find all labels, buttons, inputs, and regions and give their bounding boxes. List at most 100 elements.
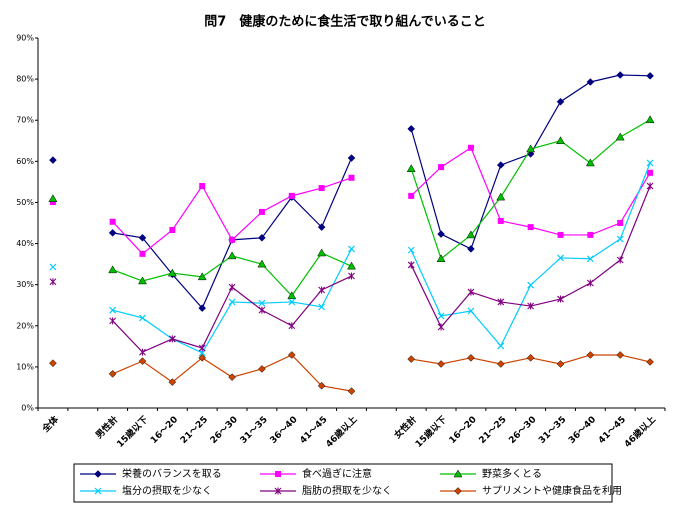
marker: [108, 370, 117, 378]
marker: [497, 298, 505, 306]
x-tick-label: 全体: [39, 413, 62, 436]
marker: [198, 349, 206, 357]
marker: [556, 97, 565, 106]
marker: [557, 231, 564, 238]
marker: [168, 378, 177, 386]
marker: [198, 304, 207, 312]
y-tick-label: 70%: [16, 116, 34, 125]
marker: [647, 169, 654, 176]
marker: [258, 233, 266, 242]
marker: [108, 265, 118, 274]
marker: [348, 245, 355, 253]
marker: [275, 471, 281, 477]
marker: [496, 161, 505, 169]
marker: [556, 360, 565, 368]
legend-box: [73, 463, 613, 503]
marker: [406, 164, 416, 172]
x-tick-label: 46歳以上: [323, 413, 359, 449]
marker: [227, 251, 237, 260]
marker: [109, 317, 117, 325]
legend-label: サプリメントや健康食品を利用: [482, 484, 622, 497]
series-line: [112, 354, 651, 392]
marker: [198, 344, 206, 352]
marker: [198, 353, 207, 362]
marker: [49, 263, 57, 271]
marker: [616, 235, 624, 243]
marker: [139, 250, 146, 257]
marker: [467, 353, 475, 362]
legend-label: 食べ過ぎに注意: [302, 467, 372, 480]
marker: [526, 353, 535, 362]
marker: [527, 302, 535, 310]
marker: [436, 254, 446, 263]
marker: [347, 387, 356, 395]
marker: [437, 230, 445, 238]
x-tick-label: 46歳以上: [622, 413, 658, 449]
marker: [49, 359, 57, 368]
legend-label: 野菜多くとる: [482, 467, 542, 480]
marker: [229, 236, 236, 243]
marker: [138, 233, 147, 242]
marker: [586, 78, 595, 86]
marker: [556, 136, 565, 145]
marker: [257, 259, 267, 268]
marker: [646, 182, 654, 190]
x-tick-label: 15歳以下: [114, 413, 150, 449]
series-line: [112, 146, 651, 255]
series-line: [112, 162, 651, 354]
marker: [348, 272, 355, 280]
marker: [288, 192, 295, 199]
marker: [258, 365, 266, 373]
marker: [49, 156, 57, 164]
marker: [317, 381, 326, 390]
x-tick-label: 31～35: [537, 415, 568, 446]
marker: [318, 303, 326, 311]
marker: [616, 71, 625, 79]
series-line: [112, 185, 651, 353]
marker: [317, 248, 327, 257]
marker: [497, 217, 504, 224]
marker: [347, 261, 356, 270]
y-tick-label: 0%: [21, 404, 34, 413]
marker: [287, 291, 297, 300]
marker: [407, 246, 415, 254]
marker: [49, 278, 57, 286]
x-tick-label: 36～40: [567, 415, 598, 446]
x-tick-label: 26～30: [507, 415, 538, 446]
marker: [167, 268, 177, 277]
marker: [169, 226, 176, 233]
x-tick-label: 16～20: [149, 415, 180, 446]
marker: [467, 245, 475, 253]
marker: [258, 299, 266, 307]
y-tick-label: 50%: [16, 198, 34, 207]
marker: [496, 360, 505, 368]
marker: [438, 164, 445, 171]
marker: [138, 357, 147, 365]
marker: [48, 194, 58, 202]
marker: [527, 224, 534, 231]
legend-label: 脂肪の摂取を少なく: [302, 484, 392, 497]
marker: [347, 154, 356, 162]
marker: [437, 323, 445, 331]
x-tick-label: 16～20: [448, 415, 479, 446]
marker: [467, 288, 475, 296]
marker: [437, 360, 445, 368]
marker: [348, 174, 355, 181]
x-tick-label: 21～25: [478, 415, 509, 446]
marker: [197, 272, 207, 281]
marker: [407, 125, 416, 133]
marker: [497, 342, 505, 350]
y-tick-label: 10%: [16, 362, 34, 371]
marker: [527, 281, 535, 289]
marker: [587, 231, 594, 238]
marker: [168, 335, 176, 343]
marker: [318, 185, 325, 192]
marker: [109, 306, 117, 314]
marker: [228, 283, 236, 291]
marker: [526, 144, 536, 153]
x-tick-label: 男性計: [93, 413, 121, 441]
marker: [287, 351, 296, 359]
marker: [617, 220, 624, 226]
marker: [646, 159, 654, 167]
y-tick-label: 60%: [16, 157, 34, 166]
